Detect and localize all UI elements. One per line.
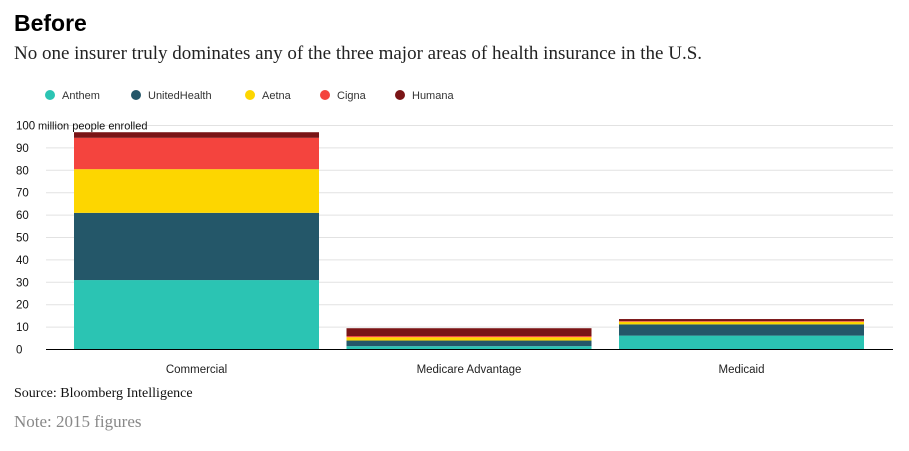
bar-segment-humana [74,132,319,138]
legend-label: Cigna [337,90,367,102]
x-category-label: Medicaid [718,364,764,376]
y-tick-label: 20 [16,300,29,312]
bar-stack-commercial [74,132,319,350]
bar-segment-cigna [346,336,592,338]
bar-stack-medicare-advantage [346,328,592,350]
legend: Anthem UnitedHealth Aetna Cigna Humana [45,90,454,102]
y-tick-label: 10 [16,322,29,334]
legend-swatch [131,90,141,100]
y-tick-label: 90 [16,143,29,155]
y-tick-label: 100 [16,121,35,133]
y-axis: 0 10 20 30 40 50 60 70 80 90 100 million people enr… [16,121,147,357]
bar-segment-humana [619,319,864,322]
source-note: Source: Bloomberg Intelligence [14,386,193,401]
figures-note: Note: 2015 figures [14,412,142,431]
legend-swatch [245,90,255,100]
x-category-label: Commercial [166,364,227,376]
bar-segment-cigna [74,137,319,170]
y-tick-label: 40 [16,255,29,267]
y-tick-label: 30 [16,277,29,289]
legend-label: Humana [412,90,454,102]
bar-segment-cigna [619,321,864,322]
y-tick-label: 60 [16,210,29,222]
y-tick-label: 80 [16,165,29,177]
bar-segment-aetna [346,337,592,341]
bar-segment-anthem [74,280,319,350]
legend-item-anthem: Anthem [45,90,100,102]
legend-swatch [395,90,405,100]
y-tick-label: 0 [16,345,22,357]
x-category-label: Medicare Advantage [417,364,522,376]
bars [74,132,864,350]
bar-segment-unitedhealth [619,324,864,336]
bar-segment-aetna [74,169,319,213]
legend-label: UnitedHealth [148,90,212,102]
y-unit-label: million people enrolled [38,121,147,133]
bar-segment-anthem [346,346,592,350]
bar-segment-unitedhealth [346,340,592,347]
legend-label: Anthem [62,90,100,102]
bar-segment-anthem [619,335,864,350]
legend-item-aetna: Aetna [245,90,292,102]
x-axis: Commercial Medicare Advantage Medicaid [166,364,765,376]
legend-item-unitedhealth: UnitedHealth [131,90,212,102]
bar-stack-medicaid [619,319,864,350]
y-tick-label: 70 [16,188,29,200]
chart-title: Before [14,10,87,36]
chart-subtitle: No one insurer truly dominates any of th… [14,43,703,64]
y-tick-label: 50 [16,233,29,245]
legend-swatch [45,90,55,100]
bar-segment-humana [346,328,592,337]
legend-item-humana: Humana [395,90,454,102]
bar-segment-aetna [619,321,864,325]
legend-swatch [320,90,330,100]
bar-segment-unitedhealth [74,212,319,281]
legend-label: Aetna [262,90,292,102]
legend-item-cigna: Cigna [320,90,367,102]
